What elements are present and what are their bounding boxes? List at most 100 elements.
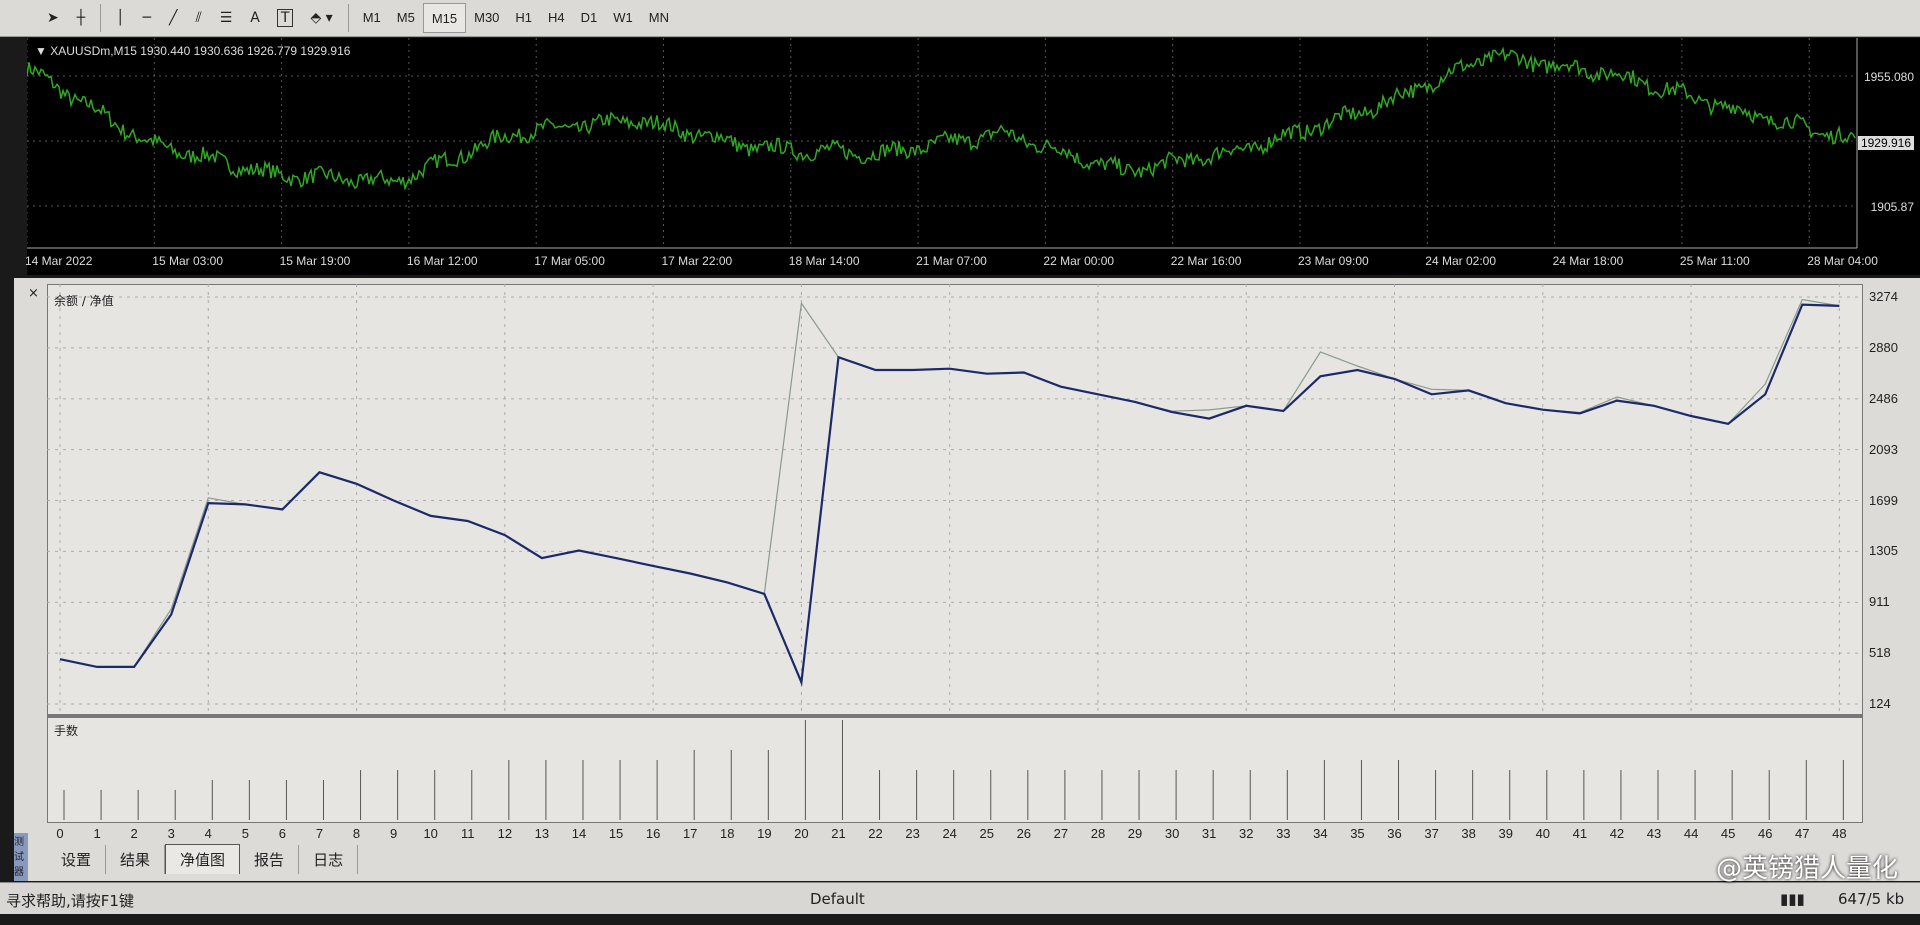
text-label-icon[interactable]: T xyxy=(276,9,294,27)
time-label: 28 Mar 04:00 xyxy=(1807,254,1878,268)
x-tick-label: 37 xyxy=(1424,826,1439,841)
connection-icon: ▮▮▮ xyxy=(1780,890,1805,908)
timeframe-mn[interactable]: MN xyxy=(648,10,669,25)
current-price-label: 1929.916 xyxy=(1857,136,1914,150)
trendline-icon[interactable]: ╱ xyxy=(169,10,178,26)
x-tick-label: 23 xyxy=(905,826,920,841)
tab-4[interactable]: 日志 xyxy=(299,845,359,874)
price-chart-canvas xyxy=(27,38,1858,249)
x-tick-label: 10 xyxy=(423,826,438,841)
x-tick-label: 17 xyxy=(682,826,698,841)
x-tick-label: 39 xyxy=(1498,826,1513,841)
tab-0[interactable]: 设置 xyxy=(47,845,107,874)
timeframe-m15[interactable]: M15 xyxy=(422,3,467,33)
profile-name: Default xyxy=(810,890,865,908)
x-tick-label: 44 xyxy=(1683,826,1699,841)
timeframe-w1[interactable]: W1 xyxy=(613,10,633,25)
x-tick-label: 3 xyxy=(167,826,175,841)
tab-1[interactable]: 结果 xyxy=(106,845,166,874)
horizontal-line-icon[interactable]: ─ xyxy=(142,10,152,26)
fibonacci-icon[interactable]: ⫽ xyxy=(195,10,202,26)
x-tick-label: 33 xyxy=(1276,826,1291,841)
text-icon[interactable]: A xyxy=(250,10,260,26)
x-tick-label: 24 xyxy=(942,826,957,841)
strategy-tester-panel: × 余额 / 净值 3274 2880 2486 2093 1699 1305 911 518… xyxy=(14,278,1920,881)
x-tick-label: 16 xyxy=(645,826,661,841)
arrows-icon[interactable]: ⬘ ▾ xyxy=(310,10,333,26)
y-tick-label: 1699 xyxy=(1869,492,1898,508)
x-tick-label: 29 xyxy=(1127,826,1143,841)
x-tick-label: 2 xyxy=(130,826,138,841)
x-tick-label: 40 xyxy=(1535,826,1551,841)
chart-title: ▼ XAUUSDm,M15 1930.440 1930.636 1926.779… xyxy=(35,44,351,58)
y-tick-label: 2880 xyxy=(1869,339,1898,355)
y-tick-label: 1305 xyxy=(1869,543,1898,559)
x-tick-label: 15 xyxy=(608,826,624,841)
x-tick-label: 19 xyxy=(757,826,772,841)
x-tick-label: 41 xyxy=(1572,826,1588,841)
timeframe-h4[interactable]: H4 xyxy=(548,10,565,25)
x-tick-label: 8 xyxy=(352,826,361,841)
time-label: 17 Mar 22:00 xyxy=(661,254,733,268)
traffic-text: 647/5 kb xyxy=(1838,890,1905,908)
crosshair-icon[interactable]: ┼ xyxy=(76,10,86,26)
x-tick-label: 45 xyxy=(1720,826,1736,841)
price-label: 1905.87 xyxy=(1870,200,1914,214)
time-label: 15 Mar 19:00 xyxy=(279,254,351,268)
y-tick-label: 911 xyxy=(1869,594,1890,610)
x-tick-label: 28 xyxy=(1090,826,1106,841)
x-tick-label: 13 xyxy=(534,826,550,841)
timeframe-bar: M1 M5 M15 M30 H1 H4 D1 W1 MN xyxy=(355,3,677,33)
x-tick-label: 25 xyxy=(979,826,994,841)
x-tick-label: 47 xyxy=(1795,826,1810,841)
close-icon[interactable]: × xyxy=(28,286,39,301)
time-label: 25 Mar 11:00 xyxy=(1679,254,1750,268)
x-tick-label: 21 xyxy=(831,826,846,841)
price-line xyxy=(27,46,1856,191)
x-tick-label: 30 xyxy=(1164,826,1180,841)
equity-chart-title: 余额 / 净值 xyxy=(54,294,114,308)
time-label: 22 Mar 00:00 xyxy=(1043,254,1115,268)
timeframe-d1[interactable]: D1 xyxy=(580,10,598,25)
time-label: 22 Mar 16:00 xyxy=(1170,254,1242,268)
timeframe-h1[interactable]: H1 xyxy=(515,10,533,25)
vertical-line-icon[interactable]: │ xyxy=(116,10,125,26)
time-label: 17 Mar 05:00 xyxy=(534,254,605,268)
x-tick-label: 14 xyxy=(571,826,587,841)
tab-2[interactable]: 净值图 xyxy=(165,844,241,874)
y-tick-label: 2486 xyxy=(1869,390,1898,406)
x-tick-label: 6 xyxy=(278,826,287,841)
x-tick-label: 9 xyxy=(390,826,398,841)
x-tick-label: 35 xyxy=(1350,826,1365,841)
fibo-levels-icon[interactable]: ☰ xyxy=(219,10,233,26)
cursor-icon[interactable]: ➤ xyxy=(47,10,59,26)
toolbar: ➤ ┼ │ ─ ╱ ⫽ ☰ A T ⬘ ▾ M1 M5 M15 M30 H1 H4 D1 W1… xyxy=(0,0,1920,37)
x-tick-label: 1 xyxy=(93,826,101,841)
x-tick-label: 36 xyxy=(1387,826,1402,841)
time-label: 15 Mar 03:00 xyxy=(152,254,224,268)
y-tick-label: 3274 xyxy=(1869,289,1898,304)
x-tick-label: 11 xyxy=(461,826,475,841)
y-tick-label: 124 xyxy=(1869,696,1891,711)
x-tick-label: 43 xyxy=(1646,826,1662,841)
x-tick-label: 42 xyxy=(1609,826,1625,841)
symbol-info: XAUUSDm,M15 1930.440 1930.636 1926.779 1… xyxy=(50,44,351,58)
tester-side-label: 测试器 xyxy=(14,833,28,881)
equity-chart-canvas xyxy=(47,284,1863,715)
time-label: 18 Mar 14:00 xyxy=(788,254,860,268)
price-chart[interactable]: ▼ XAUUSDm,M15 1930.440 1930.636 1926.779… xyxy=(25,38,1920,275)
x-tick-label: 34 xyxy=(1313,826,1328,841)
help-text: 寻求帮助,请按F1键 xyxy=(6,892,134,910)
timeframe-m5[interactable]: M5 xyxy=(396,10,415,25)
separator xyxy=(100,4,102,32)
status-bar: 寻求帮助,请按F1键 Default ▮▮▮ 647/5 kb xyxy=(0,882,1920,914)
x-tick-label: 26 xyxy=(1016,826,1032,841)
tab-3[interactable]: 报告 xyxy=(240,845,300,874)
time-label: 23 Mar 09:00 xyxy=(1298,254,1369,268)
x-tick-label: 32 xyxy=(1239,826,1254,841)
lots-chart xyxy=(47,715,1863,823)
x-tick-label: 7 xyxy=(315,826,324,841)
timeframe-m30[interactable]: M30 xyxy=(474,10,500,25)
timeframe-m1[interactable]: M1 xyxy=(362,10,381,25)
x-tick-label: 5 xyxy=(241,826,249,841)
